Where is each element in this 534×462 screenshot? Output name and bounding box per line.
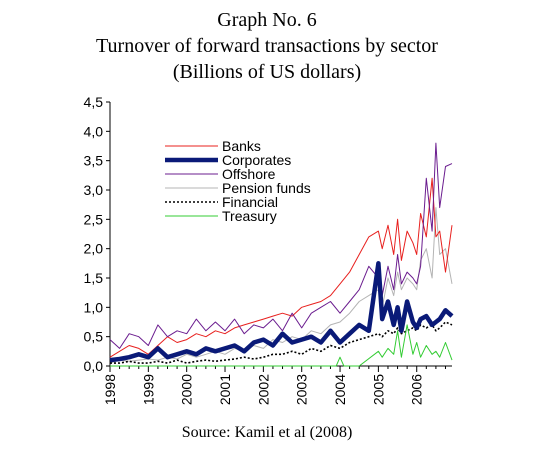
x-tick-label: 2001 (217, 374, 233, 405)
y-tick-label: 3,5 (84, 153, 104, 169)
series-line-corporates (109, 261, 454, 363)
y-tick-label: 2,0 (84, 241, 104, 257)
x-tick-label: 2006 (409, 374, 425, 405)
y-tick-label: 0,5 (84, 329, 104, 345)
graph-number: Graph No. 6 (217, 9, 317, 31)
legend-label-treasury: Treasury (222, 208, 277, 224)
x-tick-label: 2004 (332, 374, 348, 405)
y-tick-label: 1,5 (84, 270, 104, 286)
legend-label-banks: Banks (222, 138, 261, 154)
series-line-pension-funds (109, 207, 453, 364)
chart-title: Turnover of forward transactions by sect… (96, 35, 438, 57)
series-line-offshore (109, 142, 453, 349)
x-tick-label: 1999 (140, 374, 156, 405)
series-line-financial (110, 321, 453, 364)
series-line-banks (109, 177, 453, 358)
x-tick-label: 1998 (102, 374, 118, 405)
x-tick-label: 2000 (179, 374, 195, 405)
x-tick-label: 2002 (255, 374, 271, 405)
legend-label-pension-funds: Pension funds (222, 180, 311, 196)
legend-label-financial: Financial (222, 194, 278, 210)
legend-label-corporates: Corporates (222, 152, 291, 168)
y-tick-label: 4,0 (84, 123, 104, 139)
y-tick-label: 0,0 (84, 358, 104, 374)
y-tick-label: 4,5 (84, 94, 104, 110)
chart-subtitle: (Billions of US dollars) (172, 61, 362, 83)
y-tick-label: 3,0 (84, 182, 104, 198)
x-tick-label: 2005 (370, 374, 386, 405)
series-line-treasury (110, 324, 453, 367)
y-tick-label: 1,0 (84, 299, 104, 315)
y-tick-label: 2,5 (84, 211, 104, 227)
legend-label-offshore: Offshore (222, 166, 276, 182)
x-tick-label: 2003 (294, 374, 310, 405)
source-note: Source: Kamil et al (2008) (181, 424, 353, 441)
